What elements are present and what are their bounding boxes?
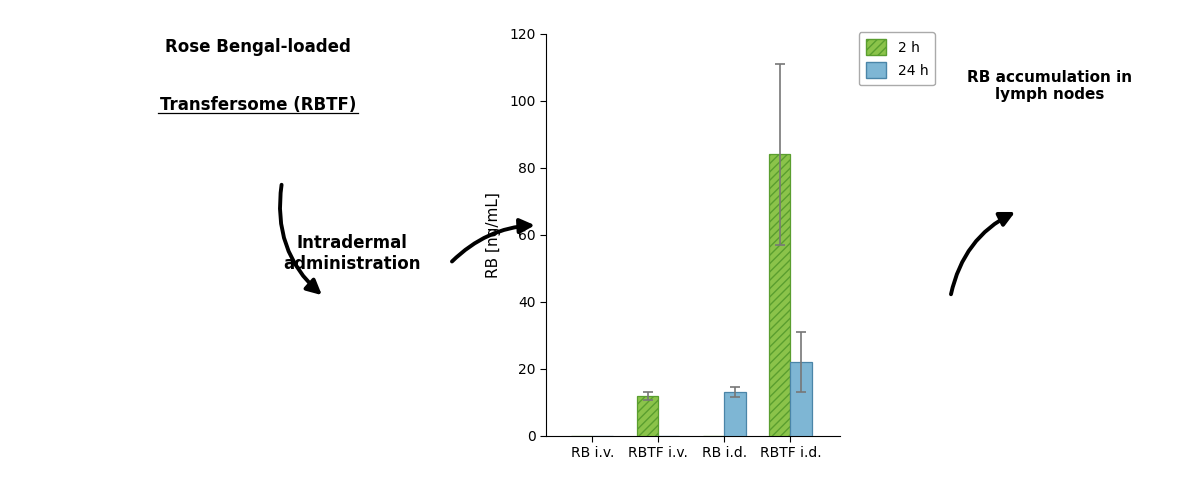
Y-axis label: RB [ng/mL]: RB [ng/mL] [486, 192, 500, 278]
Text: Transfersome (RBTF): Transfersome (RBTF) [160, 96, 356, 114]
Bar [725, 392, 745, 436]
Text: Intradermal
administration: Intradermal administration [283, 234, 420, 274]
Bar [791, 362, 811, 436]
Bar [769, 154, 791, 436]
Bar [637, 396, 659, 436]
Text: Rose Bengal-loaded: Rose Bengal-loaded [166, 38, 350, 57]
Legend: 2 h, 24 h: 2 h, 24 h [859, 33, 935, 85]
Text: RB accumulation in
lymph nodes: RB accumulation in lymph nodes [967, 70, 1133, 103]
